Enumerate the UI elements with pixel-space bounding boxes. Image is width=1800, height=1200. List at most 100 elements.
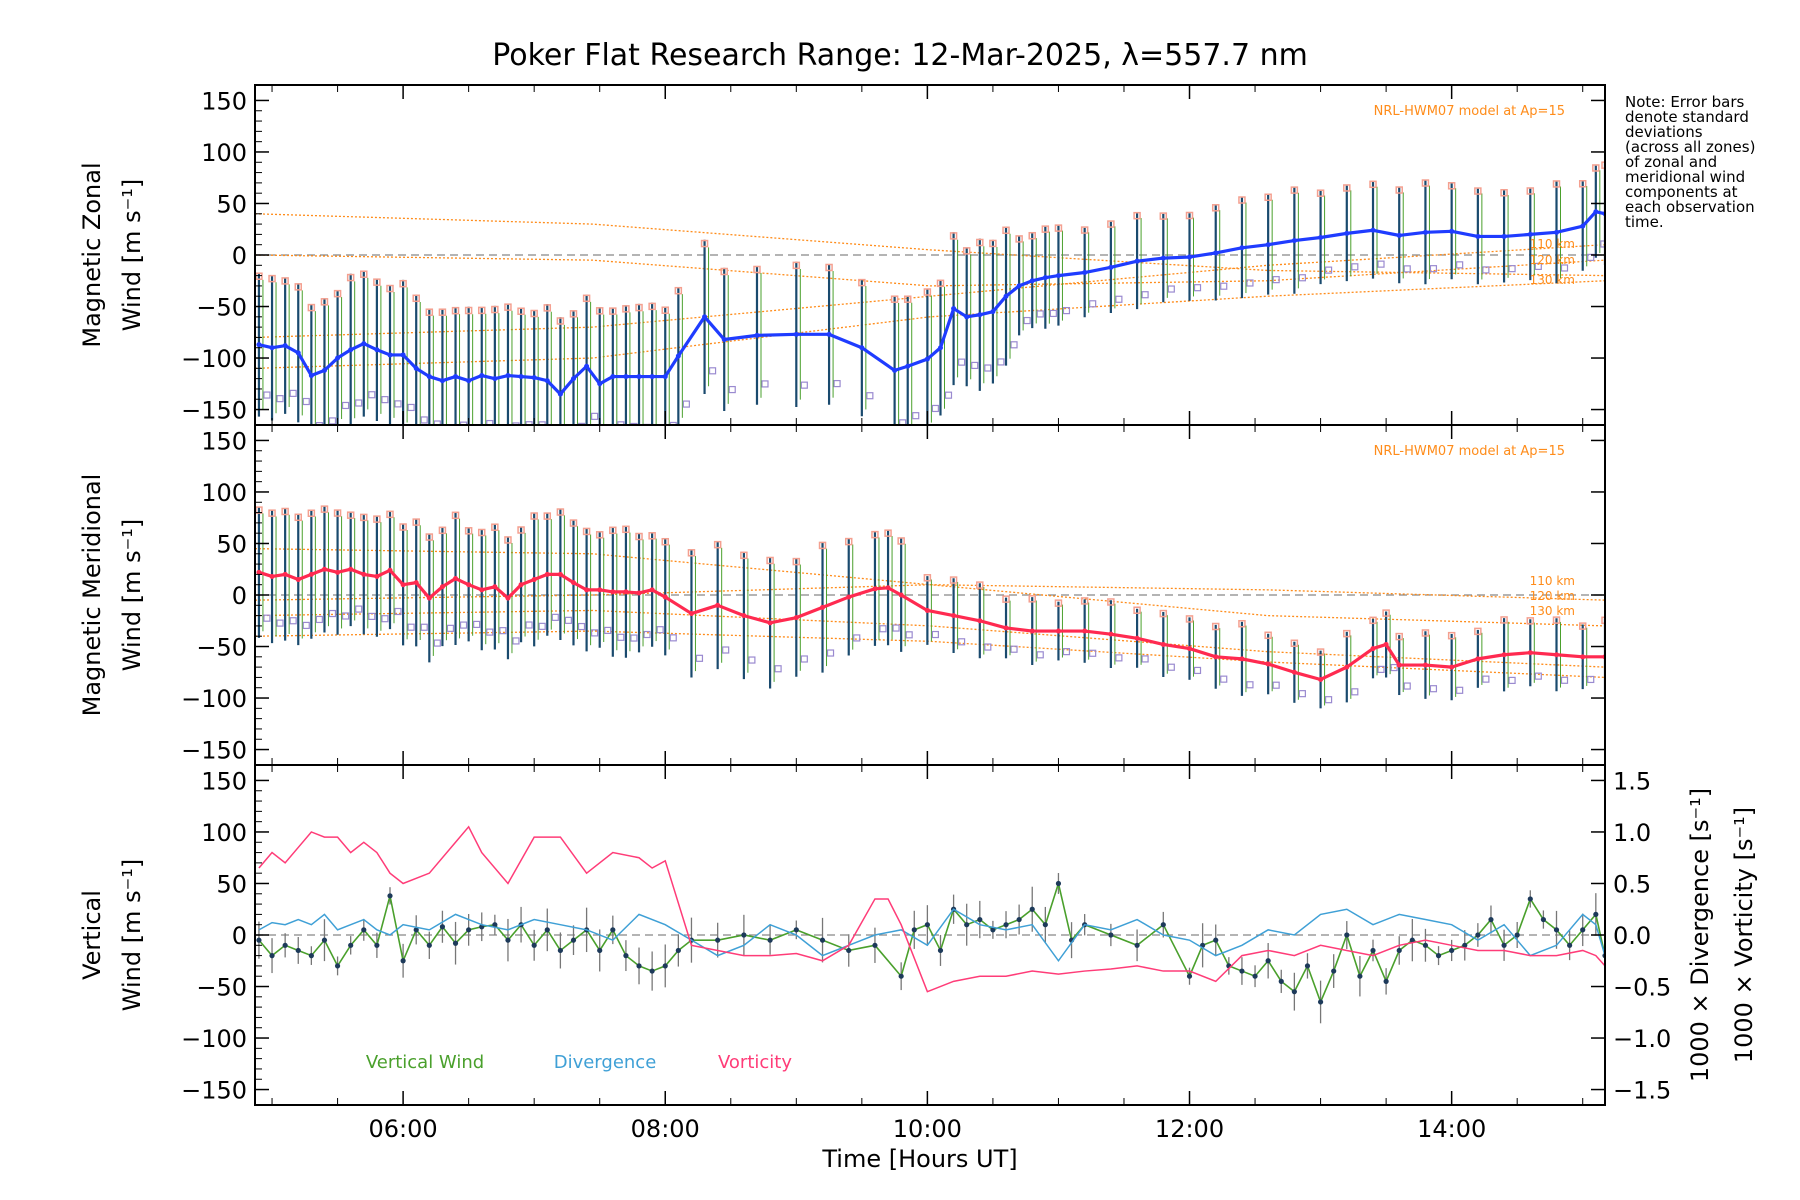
data-point xyxy=(256,937,262,943)
zone-marker xyxy=(1508,676,1516,685)
zone-marker xyxy=(595,531,604,539)
data-point xyxy=(295,350,301,356)
zone-marker xyxy=(643,630,651,639)
y-tick-label: −100 xyxy=(181,345,247,373)
zone-marker xyxy=(923,288,932,296)
zone-marker xyxy=(302,397,310,406)
right-tick-label: −1.0 xyxy=(1613,1025,1671,1053)
data-point xyxy=(348,942,354,948)
data-point xyxy=(1449,664,1455,670)
data-point xyxy=(1055,880,1062,887)
model-curve xyxy=(255,244,1605,339)
data-point xyxy=(1108,264,1114,270)
zone-marker xyxy=(595,307,604,315)
data-point xyxy=(1108,631,1114,637)
data-point xyxy=(466,582,472,588)
zone-marker xyxy=(728,385,736,394)
zone-marker xyxy=(438,526,447,535)
zone-marker xyxy=(341,612,350,620)
data-point xyxy=(905,363,911,369)
zone-marker xyxy=(394,607,402,616)
data-point xyxy=(1291,238,1297,244)
zone-marker xyxy=(1272,276,1280,284)
zone-marker xyxy=(399,523,407,531)
altitude-label: 110 km xyxy=(1530,574,1575,588)
zone-marker xyxy=(1369,616,1377,625)
zone-marker xyxy=(1041,225,1050,233)
data-point xyxy=(872,586,878,592)
data-point xyxy=(1317,999,1324,1005)
zone-marker xyxy=(903,295,912,303)
zone-marker xyxy=(268,509,276,517)
zone-marker xyxy=(294,513,303,522)
zone-marker xyxy=(1054,599,1063,607)
note-line: denote standard xyxy=(1625,108,1749,126)
zone-marker xyxy=(740,551,748,560)
zone-marker xyxy=(1272,681,1280,689)
data-point xyxy=(321,367,327,373)
data-point xyxy=(531,942,537,948)
zone-marker xyxy=(1578,180,1587,188)
vorticity-axis-label: 1000 × Vorticity [s⁻¹] xyxy=(1730,807,1758,1063)
data-point xyxy=(1527,650,1533,656)
zone-marker xyxy=(1474,627,1482,636)
zone-marker xyxy=(451,511,460,520)
data-point xyxy=(1383,641,1389,647)
zone-marker xyxy=(669,634,677,642)
zone-marker xyxy=(386,284,394,293)
zone-marker xyxy=(504,536,512,544)
zone-marker xyxy=(912,412,920,420)
zone-marker xyxy=(1390,663,1398,672)
zone-marker xyxy=(617,633,625,641)
data-point xyxy=(754,332,760,338)
y-tick-label: −50 xyxy=(196,294,247,322)
data-point xyxy=(1435,953,1442,959)
zone-marker xyxy=(1002,226,1010,235)
data-point xyxy=(1239,968,1245,974)
zone-marker xyxy=(433,639,441,647)
zone-marker xyxy=(1080,597,1089,605)
data-point xyxy=(282,343,288,349)
zone-marker xyxy=(1395,186,1403,194)
altitude-label: 120 km xyxy=(1530,253,1575,267)
zone-marker xyxy=(1167,285,1175,293)
data-point xyxy=(531,375,537,381)
zone-marker xyxy=(512,422,520,425)
model-label: NRL-HWM07 model at Ap=15 xyxy=(1374,444,1565,459)
zone-marker xyxy=(315,422,323,425)
zone-marker xyxy=(1482,675,1490,683)
data-point xyxy=(1409,937,1415,943)
zone-marker xyxy=(884,529,892,537)
data-point xyxy=(1396,662,1402,668)
zone-marker xyxy=(425,308,434,316)
zone-marker xyxy=(1010,341,1018,349)
zone-marker xyxy=(792,557,801,566)
zone-marker xyxy=(1482,266,1490,274)
y-tick-label: 100 xyxy=(201,479,247,507)
zone-marker xyxy=(569,310,578,318)
zone-marker xyxy=(386,510,394,519)
zone-marker xyxy=(897,537,905,545)
data-point xyxy=(649,587,655,593)
data-point xyxy=(892,367,898,373)
zone-marker xyxy=(477,528,486,537)
data-point xyxy=(492,584,498,590)
data-point xyxy=(492,376,498,382)
right-tick-label: −0.5 xyxy=(1613,974,1671,1002)
zone-marker xyxy=(1246,681,1254,689)
zone-marker xyxy=(844,537,853,546)
zone-marker xyxy=(1429,265,1438,273)
data-point xyxy=(951,306,957,312)
zone-marker xyxy=(281,507,289,516)
zone-marker xyxy=(1054,224,1063,232)
data-point xyxy=(282,571,288,577)
data-point xyxy=(400,352,406,358)
data-point xyxy=(885,585,891,591)
zone-marker xyxy=(302,621,310,630)
zone-marker xyxy=(499,627,507,635)
zone-marker xyxy=(459,421,468,425)
model-curve xyxy=(255,584,1605,601)
zone-marker xyxy=(543,304,552,312)
data-point xyxy=(610,374,616,380)
